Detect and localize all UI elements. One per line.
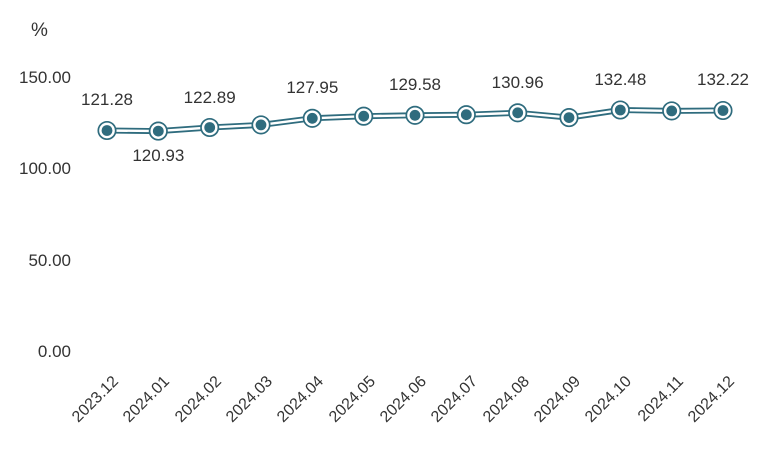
data-point-label: 127.95	[286, 78, 339, 98]
y-axis-tick-label: 50.00	[28, 250, 71, 270]
data-point-marker	[460, 109, 472, 121]
y-axis-tick-label: 150.00	[19, 68, 71, 87]
data-point-label: 132.48	[594, 70, 647, 89]
data-point-marker	[204, 122, 216, 133]
data-point-marker	[563, 112, 575, 123]
data-point-label: 121.28	[81, 90, 133, 110]
data-point-marker	[306, 112, 318, 124]
y-axis-tick-label: 100.00	[19, 159, 71, 179]
data-point-label: 132.22	[697, 70, 749, 90]
data-point-marker	[512, 107, 524, 119]
data-point-label: 122.89	[183, 87, 236, 107]
data-point-marker	[255, 119, 267, 131]
y-axis-tick-label: 0.00	[37, 342, 71, 361]
data-point-label: 120.93	[132, 146, 185, 166]
data-point-marker	[358, 110, 370, 122]
data-point-marker	[666, 105, 678, 117]
data-point-marker	[717, 105, 729, 116]
data-point-marker	[409, 109, 421, 121]
data-point-marker	[101, 125, 113, 136]
data-point-marker	[152, 125, 164, 137]
data-point-label: 129.58	[389, 75, 441, 95]
data-point-label: 130.96	[491, 72, 544, 92]
data-point-marker	[614, 104, 626, 116]
y-axis-unit-label: %	[31, 20, 48, 41]
